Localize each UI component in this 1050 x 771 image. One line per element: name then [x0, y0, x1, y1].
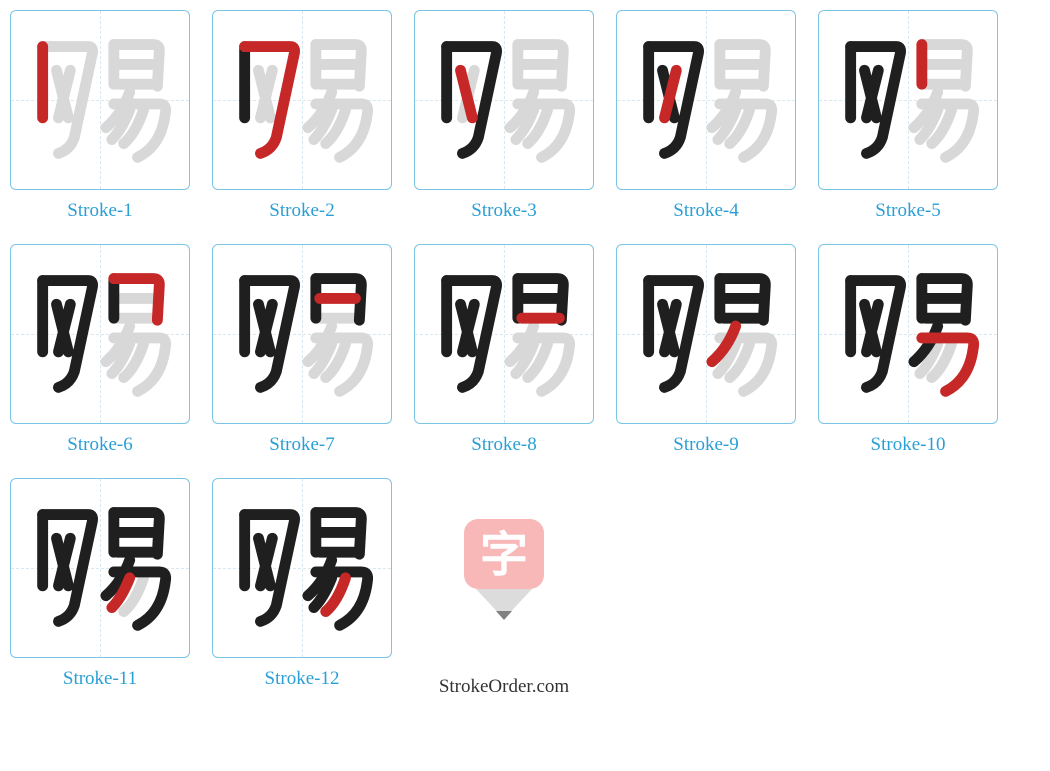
stroke-caption-10[interactable]: Stroke-10	[871, 434, 946, 456]
stroke-cell-11: Stroke-11	[10, 478, 190, 698]
stroke-cell-7: Stroke-7	[212, 244, 392, 456]
stroke-caption-9[interactable]: Stroke-9	[673, 434, 738, 456]
stroke-cell-2: Stroke-2	[212, 10, 392, 222]
stroke-caption-6[interactable]: Stroke-6	[67, 434, 132, 456]
stroke-box-10	[818, 244, 998, 424]
stroke-cell-12: Stroke-12	[212, 478, 392, 698]
stroke-cell-1: Stroke-1	[10, 10, 190, 222]
stroke-box-4	[616, 10, 796, 190]
stroke-cell-5: Stroke-5	[818, 10, 998, 222]
stroke-caption-3[interactable]: Stroke-3	[471, 200, 536, 222]
stroke-caption-8[interactable]: Stroke-8	[471, 434, 536, 456]
stroke-box-8	[414, 244, 594, 424]
stroke-box-6	[10, 244, 190, 424]
stroke-caption-5[interactable]: Stroke-5	[875, 200, 940, 222]
svg-text:字: 字	[480, 529, 528, 582]
stroke-caption-11[interactable]: Stroke-11	[63, 668, 137, 690]
stroke-cell-8: Stroke-8	[414, 244, 594, 456]
stroke-box-3	[414, 10, 594, 190]
stroke-box-9	[616, 244, 796, 424]
stroke-cell-9: Stroke-9	[616, 244, 796, 456]
stroke-caption-12[interactable]: Stroke-12	[265, 668, 340, 690]
stroke-box-5	[818, 10, 998, 190]
stroke-caption-4[interactable]: Stroke-4	[673, 200, 738, 222]
stroke-box-7	[212, 244, 392, 424]
stroke-cell-4: Stroke-4	[616, 10, 796, 222]
stroke-box-1	[10, 10, 190, 190]
site-caption: StrokeOrder.com	[439, 676, 569, 698]
stroke-box-11	[10, 478, 190, 658]
site-logo: 字	[414, 486, 594, 666]
stroke-cell-6: Stroke-6	[10, 244, 190, 456]
site-logo-cell: 字 StrokeOrder.com	[414, 478, 594, 698]
stroke-cell-10: Stroke-10	[818, 244, 998, 456]
stroke-caption-2[interactable]: Stroke-2	[269, 200, 334, 222]
stroke-grid: Stroke-1 Stroke-2 Stroke-3 Stroke-4 Stroke-5…	[10, 10, 1040, 698]
stroke-box-2	[212, 10, 392, 190]
stroke-caption-1[interactable]: Stroke-1	[67, 200, 132, 222]
stroke-cell-3: Stroke-3	[414, 10, 594, 222]
stroke-box-12	[212, 478, 392, 658]
stroke-caption-7[interactable]: Stroke-7	[269, 434, 334, 456]
